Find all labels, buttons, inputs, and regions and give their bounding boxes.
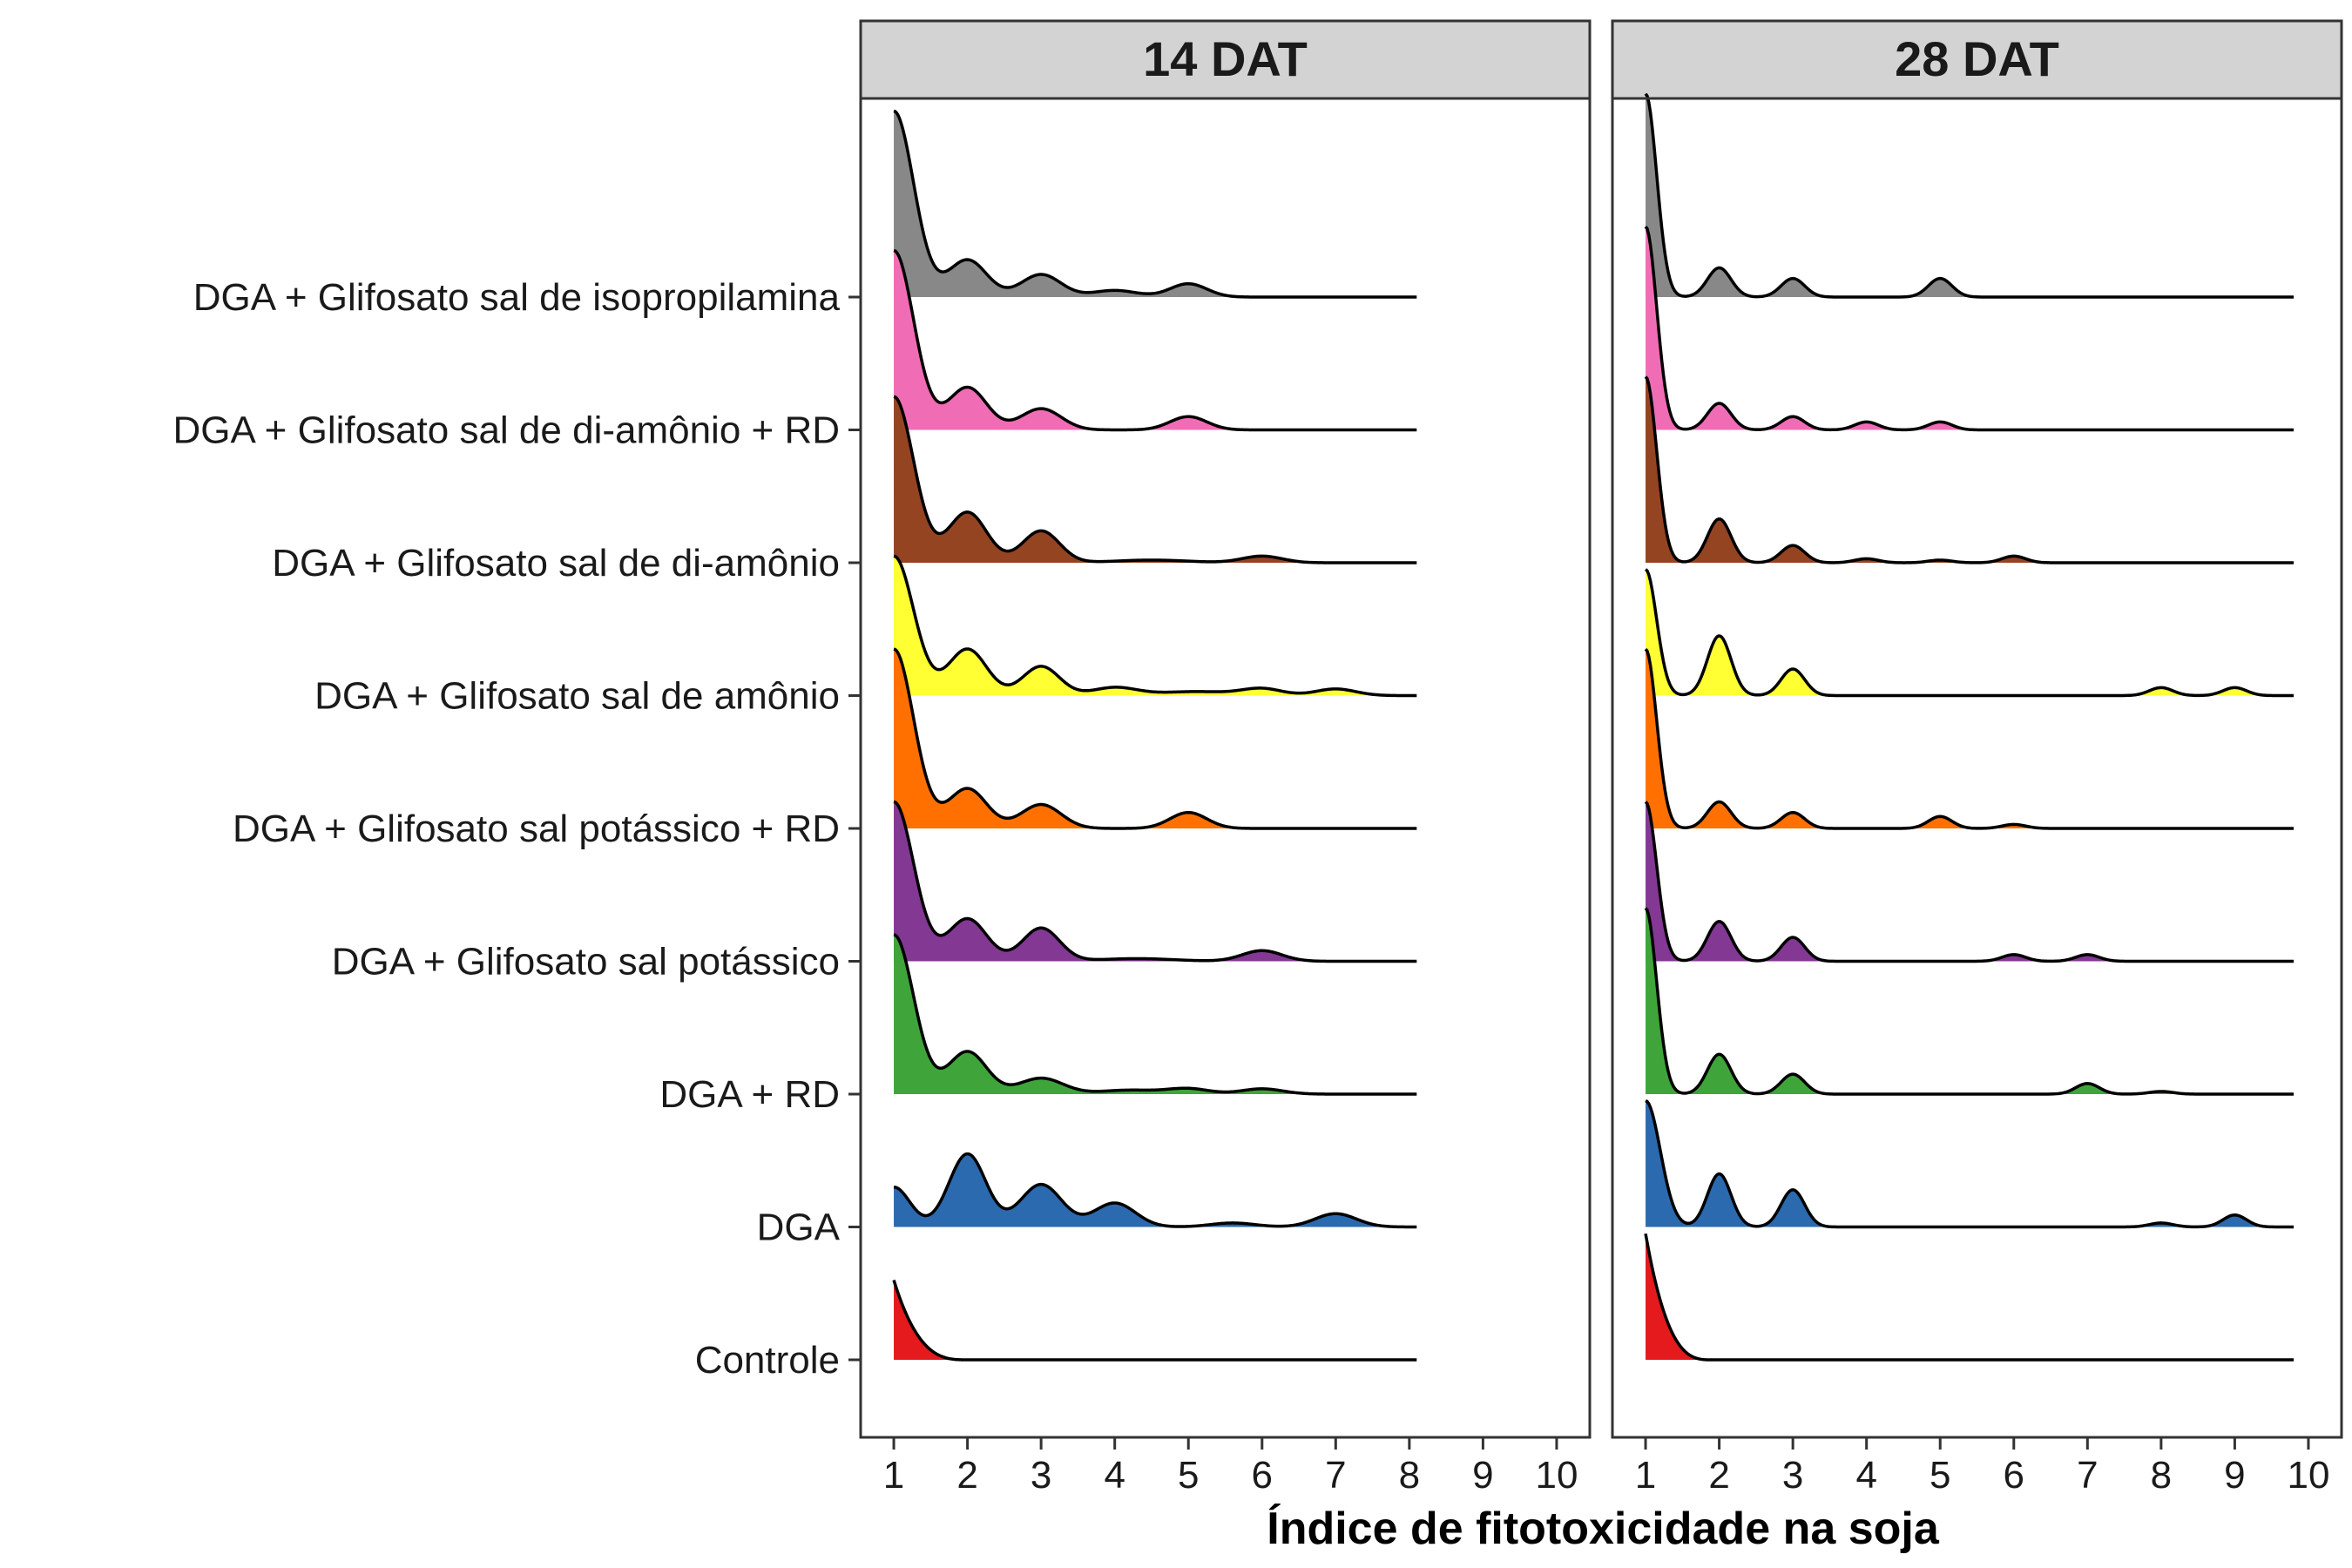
x-axis-title: Índice de fitotoxicidade na soja xyxy=(1267,1504,1940,1554)
facet-title-28-dat: 28 DAT xyxy=(1895,31,2059,86)
ridge-dga-glifosato-sal-de-di-amonio-rd xyxy=(1644,226,2295,432)
ridge-controle xyxy=(892,1279,1417,1362)
ridge-fill-dga-glifosato-sal-potassico xyxy=(1646,801,2295,962)
ridge-dga-rd xyxy=(1644,907,2295,1096)
y-axis: Controle DGA DGA + RD DGA + Glifosato sal p… xyxy=(173,276,861,1382)
ridge-line-controle xyxy=(892,1279,1417,1362)
ridge-fill-dga-glifosato-sal-de-amonio xyxy=(894,556,1417,696)
ridge-dga-glifosato-sal-de-isopropilamina xyxy=(1644,92,2295,299)
y-tick-label-dga-glifosato-sal-potassico-rd: DGA + Glifosato sal potássico + RD xyxy=(233,808,840,850)
ridge-dga-glifosato-sal-potassico xyxy=(893,800,1417,963)
y-tick-label-dga-glifosato-sal-de-di-amonio-rd: DGA + Glifosato sal de di-amônio + RD xyxy=(173,409,840,452)
ridge-fill-dga xyxy=(1646,1100,2295,1227)
ridge-line-dga-glifosato-sal-de-amonio xyxy=(893,554,1417,698)
ridge-line-dga-glifosato-sal-potassico xyxy=(893,800,1417,963)
ridge-dga xyxy=(1645,1099,2295,1229)
x-tick-label: 1 xyxy=(883,1454,904,1497)
x-tick-label: 2 xyxy=(1708,1454,1729,1497)
ridge-line-dga-glifosato-sal-de-isopropilamina xyxy=(893,109,1417,299)
facet-strip-28-dat xyxy=(1611,19,2343,100)
ridge-dga-glifosato-sal-de-di-amonio xyxy=(893,395,1417,564)
panel-14-dat: 14 DAT 1 2 3 4 5 6 7 8 9 10 xyxy=(859,19,1592,1497)
x-tick-label: 6 xyxy=(1252,1454,1273,1497)
y-tick-label-dga: DGA xyxy=(757,1206,841,1249)
ridge-dga xyxy=(893,1152,1417,1229)
ridge-dga-glifosato-sal-de-isopropilamina xyxy=(893,109,1417,299)
x-tick-label: 7 xyxy=(1325,1454,1346,1497)
ridge-line-dga-glifosato-sal-potassico-rd xyxy=(1644,647,2295,830)
panel-border xyxy=(1611,97,2343,1439)
ridge-dga-glifosato-sal-potassico xyxy=(1644,801,2295,963)
ridge-line-dga xyxy=(1645,1099,2295,1229)
panel-background xyxy=(861,98,1590,1437)
ridge-dga-glifosato-sal-de-di-amonio-rd xyxy=(893,248,1417,432)
ridge-line-dga-glifosato-sal-de-di-amonio-rd xyxy=(893,248,1417,432)
x-tick-label: 2 xyxy=(956,1454,977,1497)
panel-28-dat: 28 DAT 1 2 3 4 5 6 7 8 9 10 xyxy=(1611,19,2343,1497)
y-tick-label-dga-glifosato-sal-potassico: DGA + Glifosato sal potássico xyxy=(332,941,840,983)
ridge-dga-rd xyxy=(893,933,1417,1096)
ridge-fill-dga xyxy=(894,1153,1417,1227)
ridge-fill-dga-glifosato-sal-de-isopropilamina xyxy=(894,111,1417,297)
ridge-line-dga-glifosato-sal-potassico xyxy=(1644,801,2295,963)
ridge-fill-dga-glifosato-sal-de-di-amonio xyxy=(1646,376,2295,563)
y-tick-label-dga-glifosato-sal-de-isopropilamina: DGA + Glifosato sal de isopropilamina xyxy=(193,276,841,319)
ridge-controle xyxy=(1644,1233,2295,1362)
ridge-line-dga-rd xyxy=(1644,907,2295,1096)
x-tick-label: 4 xyxy=(1855,1454,1876,1497)
ridges-28-dat xyxy=(1644,92,2295,1362)
ridge-fill-dga-rd xyxy=(1646,908,2295,1094)
ridges-14-dat xyxy=(892,109,1417,1362)
ridge-dga-glifosato-sal-de-amonio xyxy=(893,554,1417,698)
ridge-fill-dga-glifosato-sal-potassico-rd xyxy=(894,649,1417,828)
x-tick-label: 7 xyxy=(2077,1454,2098,1497)
ridge-line-dga-glifosato-sal-de-di-amonio-rd xyxy=(1644,226,2295,432)
facet-title-14-dat: 14 DAT xyxy=(1143,31,1308,86)
ridge-dga-glifosato-sal-potassico-rd xyxy=(1644,647,2295,830)
ridge-dga-glifosato-sal-potassico-rd xyxy=(893,647,1417,830)
x-tick-label: 5 xyxy=(1178,1454,1199,1497)
panel-background xyxy=(1612,98,2342,1437)
ridge-line-dga-glifosato-sal-de-di-amonio xyxy=(1644,375,2295,564)
x-tick-label: 8 xyxy=(1399,1454,1420,1497)
y-tick-label-controle: Controle xyxy=(695,1339,840,1382)
x-tick-label: 3 xyxy=(1782,1454,1803,1497)
x-tick-label: 10 xyxy=(1535,1454,1578,1497)
y-tick-label-dga-glifosato-sal-de-di-amonio: DGA + Glifosato sal de di-amônio xyxy=(272,542,840,585)
x-tick-label: 4 xyxy=(1104,1454,1125,1497)
ridge-fill-dga-glifosato-sal-de-amonio xyxy=(1646,569,2295,696)
ridge-line-dga-glifosato-sal-potassico-rd xyxy=(893,647,1417,830)
ridge-line-dga xyxy=(893,1152,1417,1229)
x-tick-label: 5 xyxy=(1930,1454,1950,1497)
x-tick-label: 1 xyxy=(1635,1454,1656,1497)
x-tick-label: 10 xyxy=(2287,1454,2329,1497)
x-tick-label: 3 xyxy=(1031,1454,1051,1497)
ridge-dga-glifosato-sal-de-di-amonio xyxy=(1644,375,2295,564)
ridge-fill-dga-glifosato-sal-de-di-amonio xyxy=(894,396,1417,563)
panel-border xyxy=(859,97,1592,1439)
ridge-line-dga-glifosato-sal-de-amonio xyxy=(1644,568,2295,698)
ridge-fill-dga-glifosato-sal-potassico xyxy=(894,801,1417,962)
ridge-dga-glifosato-sal-de-amonio xyxy=(1644,568,2295,698)
facet-strip-14-dat xyxy=(859,19,1592,100)
x-tick-label: 8 xyxy=(2151,1454,2172,1497)
y-tick-label-dga-glifosato-sal-de-amonio: DGA + Glifosato sal de amônio xyxy=(314,675,840,718)
ridge-fill-dga-glifosato-sal-de-di-amonio-rd xyxy=(894,250,1417,430)
ridge-line-dga-rd xyxy=(893,933,1417,1096)
ridge-line-dga-glifosato-sal-de-isopropilamina xyxy=(1644,92,2295,299)
x-tick-label: 9 xyxy=(2224,1454,2245,1497)
ridge-line-controle xyxy=(1644,1233,2295,1362)
y-tick-label-dga-rd: DGA + RD xyxy=(659,1073,840,1116)
x-tick-label: 6 xyxy=(2004,1454,2024,1497)
ridge-line-dga-glifosato-sal-de-di-amonio xyxy=(893,395,1417,564)
x-tick-label: 9 xyxy=(1472,1454,1493,1497)
ridge-fill-dga-rd xyxy=(894,934,1417,1094)
